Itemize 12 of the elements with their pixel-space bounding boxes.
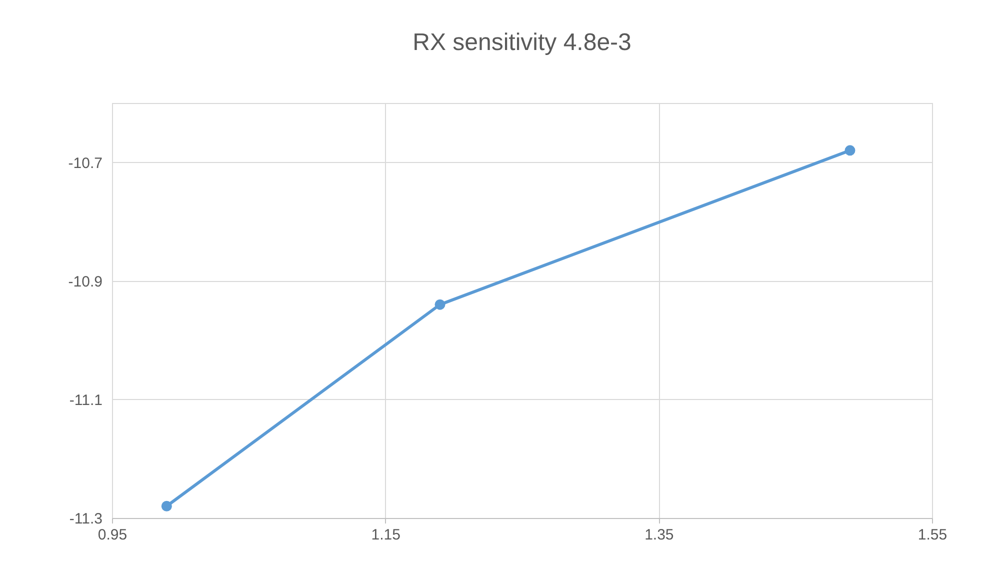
x-tick-label: 1.15 [371, 526, 400, 544]
y-tick-label: -11.3 [69, 510, 102, 528]
point [434, 299, 446, 310]
x-tick-label: 1.35 [644, 526, 674, 544]
point [844, 145, 856, 156]
x-tick-label: 1.55 [918, 526, 948, 544]
y-tick-label: -11.1 [69, 392, 102, 409]
chart-title: RX sensitivity 4.8e-3 [412, 29, 632, 56]
point [161, 500, 172, 512]
y-tick-label: -10.9 [68, 273, 102, 290]
x-tick-label: 0.95 [98, 526, 128, 544]
y-tick-label: -10.7 [68, 154, 102, 172]
